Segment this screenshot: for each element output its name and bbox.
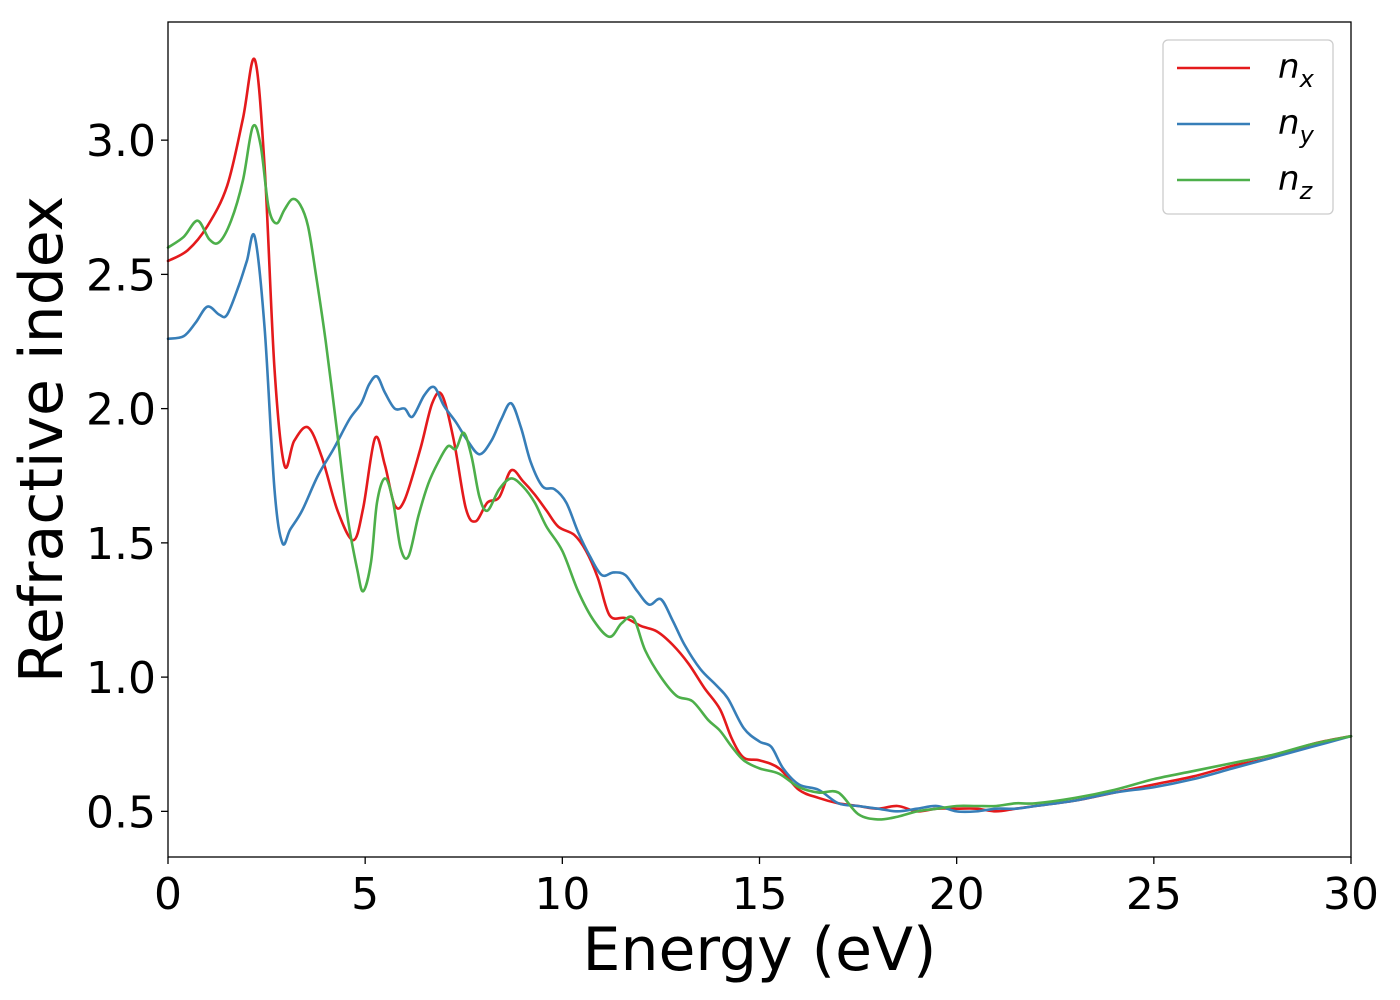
legend-box [1162, 39, 1334, 215]
x-tick-label: 5 [351, 869, 379, 920]
y-tick-label: 2.0 [86, 385, 156, 436]
legend-label-nz: nz [1278, 159, 1314, 205]
x-tick-label: 25 [1126, 869, 1182, 920]
x-tick-label: 15 [732, 869, 788, 920]
plot-area [168, 22, 1351, 857]
series-line-nz [166, 123, 1353, 821]
x-tick-label: 10 [534, 869, 590, 920]
x-axis-title: Energy (eV) [583, 915, 937, 985]
x-tick-label: 30 [1323, 869, 1379, 920]
x-tick-label: 20 [929, 869, 985, 920]
y-tick-label: 3.0 [86, 116, 156, 167]
x-axis: 0 5 10 15 20 25 30 [154, 857, 1379, 920]
y-tick-label: 1.0 [86, 653, 156, 704]
y-tick-label: 0.5 [86, 787, 156, 838]
x-tick-label: 0 [154, 869, 182, 920]
legend-label-ny: ny [1278, 103, 1315, 149]
y-tick-label: 2.5 [86, 250, 156, 301]
legend: nx ny nz [1162, 39, 1334, 215]
legend-label-nx: nx [1278, 47, 1315, 93]
y-axis-title: Refractive index [7, 196, 77, 683]
y-tick-label: 1.5 [86, 519, 156, 570]
y-axis: 0.5 1.0 1.5 2.0 2.5 3.0 [86, 116, 168, 838]
legend-entries: nx ny nz [1177, 47, 1315, 205]
series-layer [166, 57, 1353, 821]
